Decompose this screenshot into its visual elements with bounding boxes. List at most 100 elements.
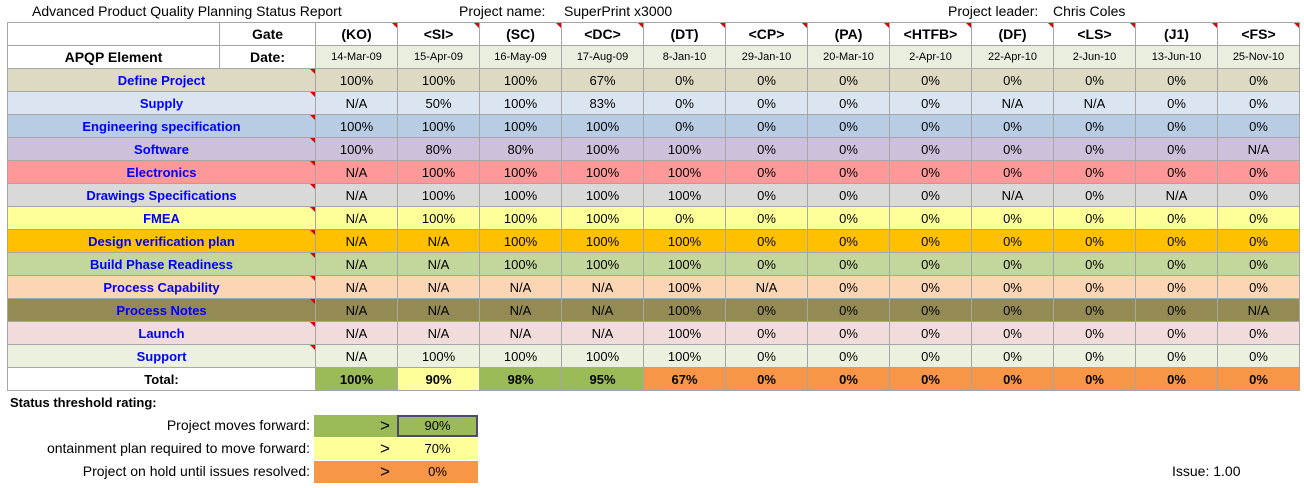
total-cell[interactable]: 0% <box>1135 367 1218 391</box>
status-cell[interactable]: 0% <box>725 321 808 345</box>
status-cell[interactable]: 0% <box>1053 183 1136 207</box>
element-label[interactable]: Launch <box>7 321 316 345</box>
gate-cell[interactable]: <CP> <box>725 22 808 46</box>
status-cell[interactable]: N/A <box>397 275 480 299</box>
status-cell[interactable]: 0% <box>725 206 808 230</box>
status-cell[interactable]: 0% <box>725 252 808 276</box>
status-cell[interactable]: 0% <box>807 206 890 230</box>
date-cell[interactable]: 20-Mar-10 <box>807 45 890 69</box>
status-cell[interactable]: 100% <box>479 344 562 368</box>
status-cell[interactable]: N/A <box>725 275 808 299</box>
gate-cell[interactable]: <SI> <box>397 22 480 46</box>
date-cell[interactable]: 16-May-09 <box>479 45 562 69</box>
status-cell[interactable]: 0% <box>1135 160 1218 184</box>
status-cell[interactable]: N/A <box>315 275 398 299</box>
status-cell[interactable]: N/A <box>1217 137 1300 161</box>
status-cell[interactable]: 100% <box>479 160 562 184</box>
status-cell[interactable]: 0% <box>1053 275 1136 299</box>
status-cell[interactable]: 0% <box>889 275 972 299</box>
status-cell[interactable]: N/A <box>479 275 562 299</box>
element-label[interactable]: Engineering specification <box>7 114 316 138</box>
status-cell[interactable]: 80% <box>397 137 480 161</box>
status-cell[interactable]: 100% <box>643 321 726 345</box>
status-cell[interactable]: 0% <box>1135 344 1218 368</box>
status-cell[interactable]: 0% <box>807 321 890 345</box>
status-cell[interactable]: 0% <box>1135 91 1218 115</box>
status-cell[interactable]: N/A <box>479 321 562 345</box>
status-cell[interactable]: 0% <box>971 206 1054 230</box>
total-cell[interactable]: 0% <box>725 367 808 391</box>
total-cell[interactable]: 0% <box>971 367 1054 391</box>
status-cell[interactable]: 100% <box>479 68 562 92</box>
status-cell[interactable]: 0% <box>1217 160 1300 184</box>
status-cell[interactable]: 0% <box>971 298 1054 322</box>
total-cell[interactable]: 0% <box>1053 367 1136 391</box>
gate-cell[interactable]: <LS> <box>1053 22 1136 46</box>
status-cell[interactable]: 0% <box>725 298 808 322</box>
total-cell[interactable]: 0% <box>889 367 972 391</box>
threshold-value[interactable]: 90% <box>397 415 478 437</box>
status-cell[interactable]: N/A <box>561 298 644 322</box>
status-cell[interactable]: 0% <box>807 183 890 207</box>
status-cell[interactable]: 0% <box>889 321 972 345</box>
element-label[interactable]: Process Notes <box>7 298 316 322</box>
status-cell[interactable]: 0% <box>1217 68 1300 92</box>
threshold-value[interactable]: 0% <box>428 464 447 479</box>
status-cell[interactable]: N/A <box>315 91 398 115</box>
gate-cell[interactable]: (PA) <box>807 22 890 46</box>
status-cell[interactable]: 100% <box>643 252 726 276</box>
status-cell[interactable]: N/A <box>1135 183 1218 207</box>
total-cell[interactable]: 95% <box>561 367 644 391</box>
status-cell[interactable]: 0% <box>807 91 890 115</box>
status-cell[interactable]: 100% <box>397 160 480 184</box>
status-cell[interactable]: N/A <box>315 252 398 276</box>
status-cell[interactable]: 67% <box>561 68 644 92</box>
status-cell[interactable]: 100% <box>315 137 398 161</box>
element-label[interactable]: Support <box>7 344 316 368</box>
status-cell[interactable]: 100% <box>561 252 644 276</box>
status-cell[interactable]: 100% <box>561 206 644 230</box>
element-label[interactable]: Process Capability <box>7 275 316 299</box>
status-cell[interactable]: 0% <box>807 137 890 161</box>
status-cell[interactable]: N/A <box>315 321 398 345</box>
element-label[interactable]: Build Phase Readiness <box>7 252 316 276</box>
status-cell[interactable]: 100% <box>479 252 562 276</box>
status-cell[interactable]: 0% <box>1217 206 1300 230</box>
status-cell[interactable]: 0% <box>1217 252 1300 276</box>
status-cell[interactable]: 100% <box>561 160 644 184</box>
status-cell[interactable]: 0% <box>1217 114 1300 138</box>
status-cell[interactable]: 0% <box>1053 321 1136 345</box>
date-cell[interactable]: 14-Mar-09 <box>315 45 398 69</box>
status-cell[interactable]: 100% <box>397 68 480 92</box>
status-cell[interactable]: 0% <box>889 252 972 276</box>
element-label[interactable]: FMEA <box>7 206 316 230</box>
status-cell[interactable]: 0% <box>807 252 890 276</box>
status-cell[interactable]: 0% <box>971 275 1054 299</box>
status-cell[interactable]: 0% <box>889 137 972 161</box>
status-cell[interactable]: N/A <box>315 183 398 207</box>
status-cell[interactable]: 0% <box>971 114 1054 138</box>
status-cell[interactable]: 0% <box>889 298 972 322</box>
status-cell[interactable]: 80% <box>479 137 562 161</box>
status-cell[interactable]: 0% <box>889 229 972 253</box>
gate-cell[interactable]: <HTFB> <box>889 22 972 46</box>
status-cell[interactable]: 0% <box>1053 229 1136 253</box>
status-cell[interactable]: 100% <box>643 344 726 368</box>
gate-cell[interactable]: (KO) <box>315 22 398 46</box>
status-cell[interactable]: N/A <box>315 298 398 322</box>
status-cell[interactable]: 0% <box>1053 160 1136 184</box>
gate-cell[interactable]: (DF) <box>971 22 1054 46</box>
element-label[interactable]: Software <box>7 137 316 161</box>
gate-cell[interactable]: <FS> <box>1217 22 1300 46</box>
status-cell[interactable]: 0% <box>725 344 808 368</box>
total-cell[interactable]: 100% <box>315 367 398 391</box>
status-cell[interactable]: N/A <box>1217 298 1300 322</box>
status-cell[interactable]: 0% <box>971 229 1054 253</box>
status-cell[interactable]: 100% <box>479 206 562 230</box>
status-cell[interactable]: N/A <box>315 344 398 368</box>
status-cell[interactable]: 100% <box>561 137 644 161</box>
total-cell[interactable]: 0% <box>1217 367 1300 391</box>
status-cell[interactable]: 0% <box>1053 298 1136 322</box>
status-cell[interactable]: 0% <box>1135 68 1218 92</box>
status-cell[interactable]: 0% <box>1053 68 1136 92</box>
